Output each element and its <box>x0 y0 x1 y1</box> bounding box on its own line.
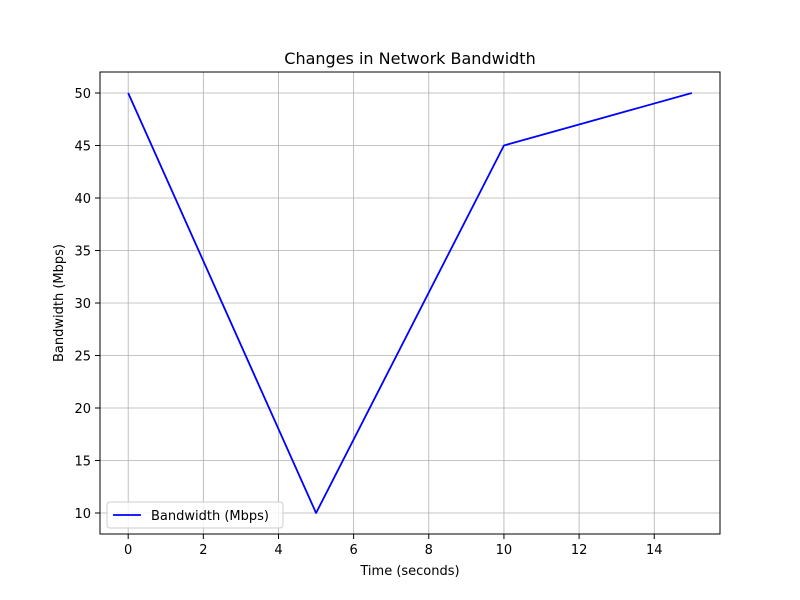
x-tick-label: 0 <box>124 543 132 558</box>
x-axis: 0 2 4 6 8 10 12 14 <box>124 534 663 558</box>
x-tick-label: 2 <box>199 543 207 558</box>
x-axis-label: Time (seconds) <box>359 564 459 579</box>
y-tick-label: 20 <box>74 402 91 417</box>
x-tick-label: 4 <box>274 543 282 558</box>
x-tick-label: 8 <box>425 543 433 558</box>
y-tick-label: 40 <box>74 192 91 207</box>
legend-box <box>106 501 284 529</box>
y-tick-label: 10 <box>74 507 91 522</box>
y-axis-label: Bandwidth (Mbps) <box>52 244 67 362</box>
y-tick-label: 50 <box>74 87 91 102</box>
y-tick-label: 30 <box>74 297 91 312</box>
y-axis: 10 15 20 25 30 35 40 45 50 <box>74 87 100 522</box>
y-tick-label: 45 <box>74 140 91 155</box>
y-tick-label: 15 <box>74 455 91 470</box>
x-tick-label: 6 <box>349 543 357 558</box>
legend: Bandwidth (Mbps) <box>106 501 284 529</box>
x-tick-label: 10 <box>496 543 513 558</box>
x-tick-label: 14 <box>646 543 663 558</box>
y-tick-label: 35 <box>74 245 91 260</box>
chart-title: Changes in Network Bandwidth <box>284 49 535 68</box>
series-line <box>127 92 693 514</box>
grid-lines <box>100 72 720 534</box>
series-group <box>127 92 693 514</box>
x-tick-label: 12 <box>571 543 588 558</box>
y-tick-label: 25 <box>74 350 91 365</box>
legend-label: Bandwidth (Mbps) <box>151 509 269 524</box>
